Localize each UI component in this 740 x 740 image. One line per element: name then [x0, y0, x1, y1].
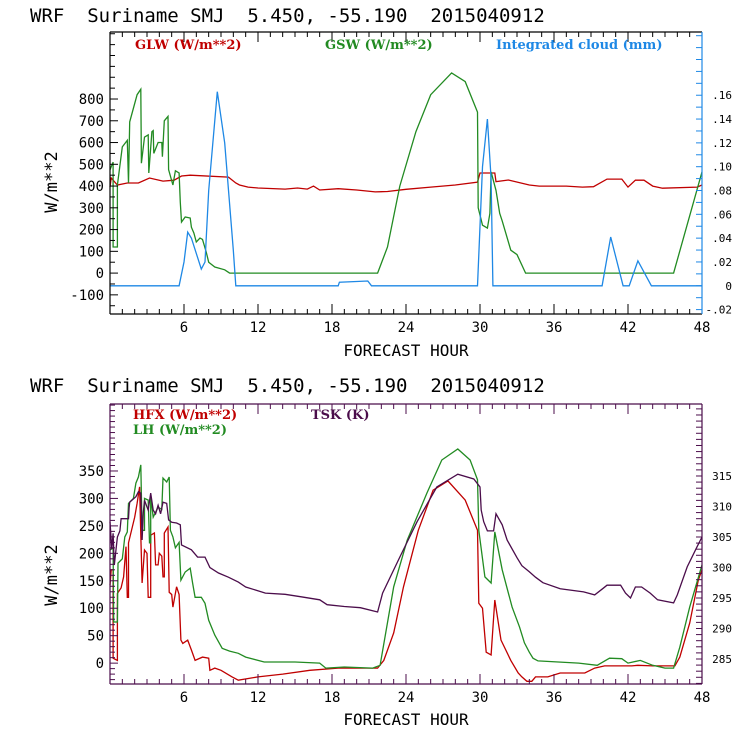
- x-tick-label: 42: [620, 320, 637, 336]
- y2-tick-label: 295: [712, 592, 732, 605]
- x-tick-label: 18: [324, 690, 341, 706]
- y-tick-label: 150: [79, 574, 104, 590]
- x-tick-label: 18: [324, 320, 341, 336]
- y-tick-label: 300: [79, 201, 104, 217]
- series-line-glw: [109, 172, 703, 193]
- y-tick-label: -100: [70, 288, 104, 304]
- y2-tick-label: .02: [712, 256, 732, 269]
- x-tick-label: 12: [250, 690, 267, 706]
- y2-tick-label: -.02: [706, 304, 733, 317]
- x-tick-label: 48: [694, 320, 711, 336]
- x-tick-label: 30: [472, 320, 489, 336]
- x-tick-label: 30: [472, 690, 489, 706]
- y-tick-label: 400: [79, 179, 104, 195]
- x-tick-label: 42: [620, 690, 637, 706]
- axes: 6 12 18 24 30 36 42 48 0 50 100 150 200 250 300 350 285 2…: [79, 403, 732, 706]
- y2-tick-label: .16: [712, 89, 732, 102]
- y2-tick-label: .08: [712, 185, 732, 198]
- y-tick-label: 0: [96, 656, 104, 672]
- y-tick-label: 300: [79, 491, 104, 507]
- y-tick-label: 200: [79, 546, 104, 562]
- panel-title: WRF Suriname SMJ 5.450, -55.190 20150409…: [30, 5, 545, 27]
- x-tick-label: 24: [398, 690, 415, 706]
- series-line-lh: [109, 448, 703, 669]
- radiation-panel: WRF Suriname SMJ 5.450, -55.190 20150409…: [30, 5, 732, 360]
- x-axis-label: FORECAST HOUR: [343, 341, 469, 360]
- series-line-gsw: [109, 72, 703, 274]
- y-tick-label: 500: [79, 157, 104, 173]
- plot-lines: [109, 448, 703, 682]
- y-tick-label: 100: [79, 244, 104, 260]
- y-tick-label: 700: [79, 114, 104, 130]
- x-axis-label: FORECAST HOUR: [343, 710, 469, 729]
- series-line-hfx: [109, 480, 703, 682]
- x-tick-label: 6: [180, 320, 188, 336]
- y2-tick-label: 0: [725, 280, 732, 293]
- y-tick-label: 250: [79, 519, 104, 535]
- y2-tick-label: 285: [712, 653, 732, 666]
- y-tick-label: 200: [79, 223, 104, 239]
- y2-tick-label: .14: [712, 113, 732, 126]
- y-tick-label: 50: [87, 629, 104, 645]
- y-axis-label: W/m**2: [42, 151, 62, 212]
- y-tick-label: 600: [79, 136, 104, 152]
- plot-lines: [109, 72, 703, 287]
- legend-lh: LH (W/m**2): [133, 423, 227, 438]
- legend-cloud: Integrated cloud (mm): [496, 38, 662, 53]
- x-tick-label: 12: [250, 320, 267, 336]
- x-tick-label: 24: [398, 320, 415, 336]
- y-tick-label: 100: [79, 601, 104, 617]
- legend-gsw: GSW (W/m**2): [325, 38, 433, 53]
- legend-glw: GLW (W/m**2): [135, 38, 242, 53]
- axes: 6 12 18 24 30 36 42 48 -100 0 100 200 300 400 500 600 70…: [70, 31, 733, 336]
- y2-tick-label: 300: [712, 561, 732, 574]
- panel-title: WRF Suriname SMJ 5.450, -55.190 20150409…: [30, 375, 545, 397]
- legend-hfx: HFX (W/m**2): [133, 408, 237, 423]
- series-line-tsk: [109, 473, 703, 613]
- y2-tick-label: 305: [712, 531, 732, 544]
- y-tick-label: 350: [79, 464, 104, 480]
- series-line-integrated: [110, 91, 702, 287]
- x-tick-label: 48: [694, 690, 711, 706]
- y2-tick-label: .10: [712, 161, 732, 174]
- x-tick-label: 36: [546, 690, 563, 706]
- y2-tick-label: .06: [712, 208, 732, 221]
- x-tick-label: 36: [546, 320, 563, 336]
- legend-tsk: TSK (K): [311, 408, 370, 423]
- y-tick-label: 800: [79, 92, 104, 108]
- y2-tick-label: .04: [712, 232, 732, 245]
- y2-tick-label: 310: [712, 500, 732, 513]
- surface-flux-panel: WRF Suriname SMJ 5.450, -55.190 20150409…: [30, 375, 732, 729]
- x-tick-label: 6: [180, 690, 188, 706]
- y2-tick-label: 315: [712, 470, 732, 483]
- y2-tick-label: 290: [712, 622, 732, 635]
- y2-tick-label: .12: [712, 137, 732, 150]
- y-axis-label: W/m**2: [42, 544, 62, 605]
- y-tick-label: 0: [96, 266, 104, 282]
